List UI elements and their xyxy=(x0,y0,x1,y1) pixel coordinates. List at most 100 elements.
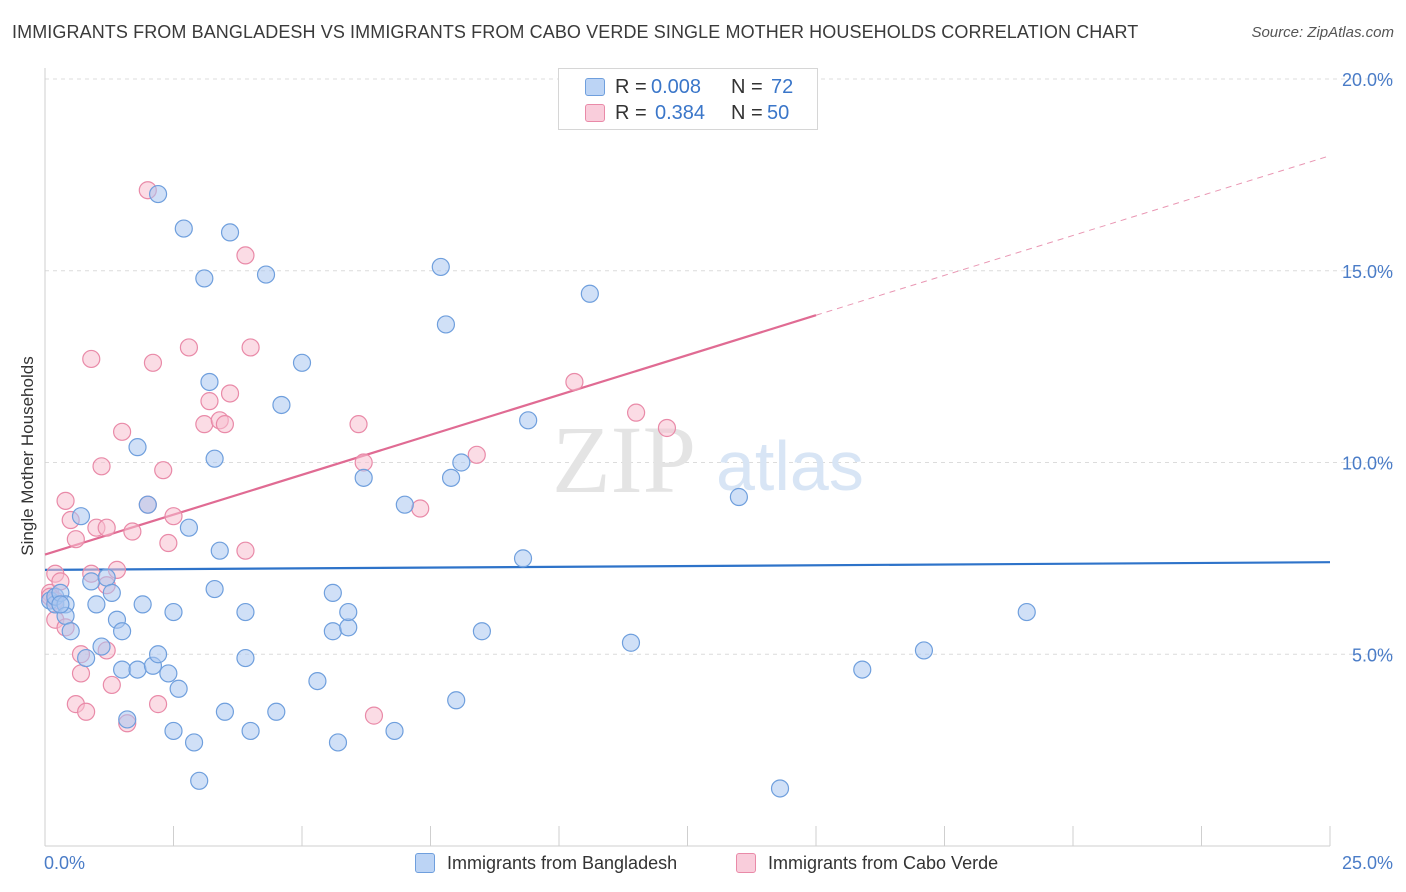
point-cabo-verde xyxy=(215,415,234,434)
point-bangladesh xyxy=(220,223,240,242)
point-bangladesh xyxy=(112,622,132,641)
point-bangladesh xyxy=(395,495,414,514)
point-bangladesh xyxy=(179,518,199,537)
trend-line-extension xyxy=(815,155,1331,316)
point-bangladesh xyxy=(148,184,168,204)
point-bangladesh xyxy=(729,487,749,507)
point-cabo-verde xyxy=(364,706,384,725)
point-bangladesh xyxy=(519,411,538,430)
point-bangladesh xyxy=(241,721,260,741)
point-bangladesh xyxy=(205,449,224,468)
y-tick-label: 5.0% xyxy=(1352,645,1393,665)
legend: Immigrants from Bangladesh Immigrants fr… xyxy=(0,850,1406,878)
point-cabo-verde xyxy=(164,507,183,526)
point-cabo-verde xyxy=(56,491,75,510)
source-credit: Source: ZipAtlas.com xyxy=(1251,24,1394,41)
point-bangladesh xyxy=(133,595,152,614)
stats-box: R = 0.008 N = 72 R = 0.384 N = 50 xyxy=(558,68,818,130)
point-cabo-verde xyxy=(143,353,163,372)
point-bangladesh xyxy=(200,372,219,392)
stats-r-label: R = xyxy=(615,102,647,124)
point-cabo-verde xyxy=(220,384,240,403)
point-bangladesh xyxy=(148,645,168,664)
stats-n-label: N = xyxy=(731,102,763,124)
point-cabo-verde xyxy=(154,461,173,480)
trend-line-cabo-verde xyxy=(44,314,817,556)
point-cabo-verde xyxy=(354,453,373,472)
point-bangladesh xyxy=(436,315,456,334)
legend-label-cabo-verde: Immigrants from Cabo Verde xyxy=(768,853,999,873)
stats-swatch-cabo-verde xyxy=(585,104,605,122)
chart-title: IMMIGRANTS FROM BANGLADESH VS IMMIGRANTS… xyxy=(12,22,1139,42)
stats-swatch-bangladesh xyxy=(585,78,605,96)
point-bangladesh xyxy=(159,664,178,683)
point-cabo-verde xyxy=(195,415,214,434)
y-tick-label: 20.0% xyxy=(1342,70,1393,90)
point-cabo-verde xyxy=(148,695,168,714)
point-cabo-verde xyxy=(82,349,101,369)
point-cabo-verde xyxy=(236,541,255,560)
point-cabo-verde xyxy=(411,499,430,518)
point-bangladesh xyxy=(256,265,276,284)
point-bangladesh xyxy=(441,468,461,487)
point-bangladesh xyxy=(323,583,342,602)
point-bangladesh xyxy=(174,219,193,238)
point-cabo-verde xyxy=(241,338,260,357)
tick-labels: 5.0% 10.0% 15.0% 20.0% 0.0% 25.0% xyxy=(44,70,1393,873)
point-bangladesh xyxy=(328,733,348,752)
point-bangladesh xyxy=(914,641,934,660)
stats-r-value: 0.384 xyxy=(655,102,706,124)
point-bangladesh xyxy=(164,602,183,622)
point-bangladesh xyxy=(82,572,101,591)
point-bangladesh xyxy=(354,468,373,487)
point-bangladesh xyxy=(190,771,209,790)
point-bangladesh xyxy=(128,660,147,679)
point-cabo-verde xyxy=(626,403,646,422)
point-bangladesh xyxy=(272,395,291,415)
point-bangladesh xyxy=(195,269,214,288)
point-cabo-verde xyxy=(71,664,91,683)
watermark: ZIP atlas xyxy=(552,406,864,513)
point-bangladesh xyxy=(77,648,96,668)
point-cabo-verde xyxy=(97,518,116,537)
point-bangladesh xyxy=(292,353,312,372)
data-points xyxy=(41,181,1036,798)
axes xyxy=(44,68,1331,847)
point-bangladesh xyxy=(215,702,234,721)
point-bangladesh xyxy=(164,721,183,741)
point-bangladesh xyxy=(621,633,641,652)
point-bangladesh xyxy=(236,602,255,622)
legend-swatch-bangladesh xyxy=(415,853,435,873)
y-tick-label: 15.0% xyxy=(1342,262,1393,282)
point-bangladesh xyxy=(431,257,450,277)
point-cabo-verde xyxy=(112,422,132,441)
stats-n-label: N = xyxy=(731,76,763,98)
x-tick-label: 0.0% xyxy=(44,853,85,873)
legend-swatch-cabo-verde xyxy=(736,853,756,873)
point-bangladesh xyxy=(472,622,491,641)
point-bangladesh xyxy=(138,495,157,514)
point-bangladesh xyxy=(210,541,229,560)
point-bangladesh xyxy=(184,733,204,752)
x-tick-label: 25.0% xyxy=(1342,853,1393,873)
point-bangladesh xyxy=(323,622,342,641)
point-cabo-verde xyxy=(159,533,178,553)
point-bangladesh xyxy=(97,568,116,587)
point-bangladesh xyxy=(267,702,286,721)
point-bangladesh xyxy=(236,648,255,668)
point-bangladesh xyxy=(169,679,188,698)
point-cabo-verde xyxy=(657,418,677,438)
point-cabo-verde xyxy=(92,457,111,476)
stats-n-value: 72 xyxy=(771,76,794,98)
point-cabo-verde xyxy=(179,338,199,357)
point-bangladesh xyxy=(308,671,327,691)
point-cabo-verde xyxy=(102,675,121,695)
point-bangladesh xyxy=(112,660,132,679)
point-bangladesh xyxy=(118,710,137,729)
point-cabo-verde xyxy=(77,702,96,721)
point-bangladesh xyxy=(580,284,599,303)
point-cabo-verde xyxy=(200,392,219,411)
point-cabo-verde xyxy=(467,445,486,464)
point-bangladesh xyxy=(102,583,121,602)
point-cabo-verde xyxy=(349,415,368,434)
